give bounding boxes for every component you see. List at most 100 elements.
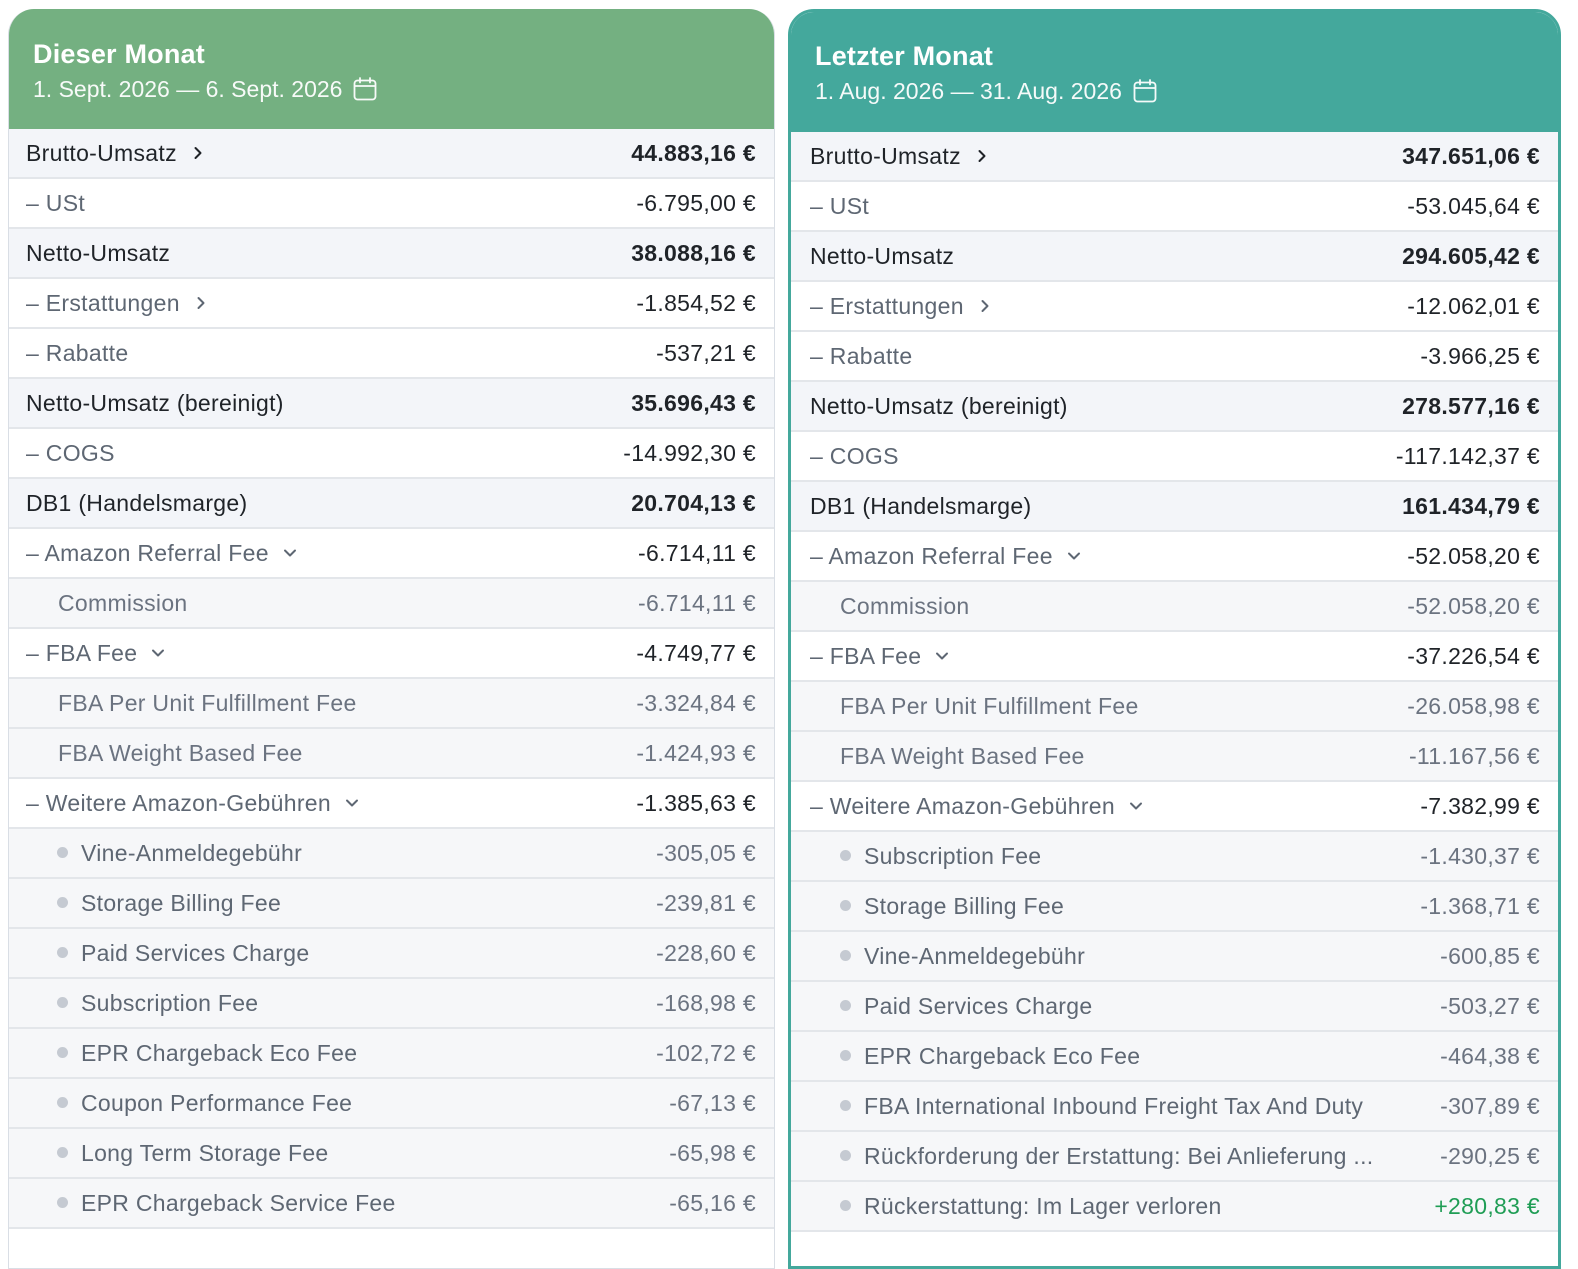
row-value: -6.795,00 € xyxy=(636,189,756,216)
row-value: -307,89 € xyxy=(1440,1092,1540,1119)
row-label: DB1 (Handelsmarge) xyxy=(26,489,248,516)
row-netto-umsatz-bereinigt: Netto-Umsatz (bereinigt) 278.577,16 € xyxy=(791,382,1558,432)
row-label: – USt xyxy=(26,189,86,216)
row-value: -600,85 € xyxy=(1440,942,1540,969)
date-range-text: 1. Aug. 2026 — 31. Aug. 2026 xyxy=(815,78,1122,104)
row-weitere-gebuehren[interactable]: – Weitere Amazon-Gebühren -1.385,63 € xyxy=(9,779,774,829)
list-item: FBA International Inbound Freight Tax An… xyxy=(791,1082,1558,1132)
pnl-table: Brutto-Umsatz 44.883,16 € – USt -6.795,0… xyxy=(9,129,774,1229)
chevron-right-icon[interactable] xyxy=(191,146,205,160)
row-value: 44.883,16 € xyxy=(631,139,756,166)
row-amazon-referral-fee[interactable]: – Amazon Referral Fee -52.058,20 € xyxy=(791,532,1558,582)
bullet-dot xyxy=(57,1146,68,1158)
row-label: Netto-Umsatz xyxy=(810,242,955,269)
row-value: -1.368,71 € xyxy=(1420,892,1540,919)
row-value: -3.966,25 € xyxy=(1420,342,1540,369)
row-value: -1.854,52 € xyxy=(636,289,756,316)
row-label: Netto-Umsatz (bereinigt) xyxy=(810,392,1068,419)
chevron-down-icon[interactable] xyxy=(935,649,949,663)
row-label: Netto-Umsatz xyxy=(26,239,171,266)
row-label: FBA Weight Based Fee xyxy=(840,742,1085,769)
list-item: Vine-Anmeldegebühr -600,85 € xyxy=(791,932,1558,982)
chevron-down-icon[interactable] xyxy=(1067,549,1081,563)
list-item: Long Term Storage Fee -65,98 € xyxy=(9,1129,774,1179)
chevron-right-icon[interactable] xyxy=(978,299,992,313)
row-label: Storage Billing Fee xyxy=(81,889,282,916)
row-weitere-gebuehren[interactable]: – Weitere Amazon-Gebühren -7.382,99 € xyxy=(791,782,1558,832)
row-label: – Weitere Amazon-Gebühren xyxy=(26,789,331,816)
row-value: 278.577,16 € xyxy=(1402,392,1540,419)
card-title: Dieser Monat xyxy=(33,39,205,69)
row-value: -228,60 € xyxy=(656,939,756,966)
chevron-down-icon[interactable] xyxy=(283,546,297,560)
row-value: -102,72 € xyxy=(656,1039,756,1066)
chevron-down-icon[interactable] xyxy=(151,646,165,660)
calendar-icon[interactable] xyxy=(1132,78,1158,104)
row-label: – COGS xyxy=(810,442,899,469)
row-value: -26.058,98 € xyxy=(1407,692,1540,719)
row-label: Paid Services Charge xyxy=(864,992,1093,1019)
row-commission: Commission -52.058,20 € xyxy=(791,582,1558,632)
bullet-dot xyxy=(57,1196,68,1208)
row-brutto-umsatz[interactable]: Brutto-Umsatz 347.651,06 € xyxy=(791,132,1558,182)
row-value: -11.167,56 € xyxy=(1408,742,1540,769)
row-value: -537,21 € xyxy=(656,339,756,366)
list-item: EPR Chargeback Eco Fee -464,38 € xyxy=(791,1032,1558,1082)
row-fba-per-unit: FBA Per Unit Fulfillment Fee -26.058,98 … xyxy=(791,682,1558,732)
list-item: Paid Services Charge -503,27 € xyxy=(791,982,1558,1032)
list-item: Vine-Anmeldegebühr -305,05 € xyxy=(9,829,774,879)
row-value: -1.385,63 € xyxy=(636,789,756,816)
bullet-dot xyxy=(840,999,851,1011)
row-label: FBA Per Unit Fulfillment Fee xyxy=(58,689,357,716)
calendar-icon[interactable] xyxy=(352,76,378,102)
row-label: Rückforderung der Erstattung: Bei Anlief… xyxy=(864,1142,1374,1169)
bullet-dot xyxy=(57,846,68,858)
bullet-dot xyxy=(840,1049,851,1061)
bullet-dot xyxy=(840,1199,851,1211)
row-amazon-referral-fee[interactable]: – Amazon Referral Fee -6.714,11 € xyxy=(9,529,774,579)
row-label: – Rabatte xyxy=(26,339,129,366)
row-label: FBA Weight Based Fee xyxy=(58,739,303,766)
row-label: – Erstattungen xyxy=(810,292,964,319)
date-range[interactable]: 1. Sept. 2026 — 6. Sept. 2026 xyxy=(33,73,750,105)
row-value: -239,81 € xyxy=(656,889,756,916)
row-value: -1.430,37 € xyxy=(1420,842,1540,869)
row-fba-weight: FBA Weight Based Fee -1.424,93 € xyxy=(9,729,774,779)
row-erstattungen[interactable]: – Erstattungen -1.854,52 € xyxy=(9,279,774,329)
row-label: Vine-Anmeldegebühr xyxy=(81,839,303,866)
row-value: -305,05 € xyxy=(656,839,756,866)
chevron-down-icon[interactable] xyxy=(1129,799,1143,813)
row-value: -52.058,20 € xyxy=(1407,592,1540,619)
row-value: 294.605,42 € xyxy=(1402,242,1540,269)
row-value: -1.424,93 € xyxy=(636,739,756,766)
row-erstattungen[interactable]: – Erstattungen -12.062,01 € xyxy=(791,282,1558,332)
chevron-right-icon[interactable] xyxy=(194,296,208,310)
row-value: 161.434,79 € xyxy=(1402,492,1540,519)
row-value: 35.696,43 € xyxy=(631,389,756,416)
bullet-dot xyxy=(57,946,68,958)
row-ust: – USt -6.795,00 € xyxy=(9,179,774,229)
list-item: EPR Chargeback Eco Fee -102,72 € xyxy=(9,1029,774,1079)
row-label: Coupon Performance Fee xyxy=(81,1089,353,1116)
row-label: – Weitere Amazon-Gebühren xyxy=(810,792,1115,819)
row-value: 38.088,16 € xyxy=(631,239,756,266)
list-item: Coupon Performance Fee -67,13 € xyxy=(9,1079,774,1129)
row-label: – FBA Fee xyxy=(26,639,138,666)
chevron-down-icon[interactable] xyxy=(345,796,359,810)
row-rabatte: – Rabatte -537,21 € xyxy=(9,329,774,379)
row-value: -168,98 € xyxy=(656,989,756,1016)
this-month-card: Dieser Monat 1. Sept. 2026 — 6. Sept. 20… xyxy=(8,9,775,1269)
row-fba-fee[interactable]: – FBA Fee -37.226,54 € xyxy=(791,632,1558,682)
row-fba-fee[interactable]: – FBA Fee -4.749,77 € xyxy=(9,629,774,679)
chevron-right-icon[interactable] xyxy=(975,149,989,163)
list-item: Subscription Fee -168,98 € xyxy=(9,979,774,1029)
bullet-dot xyxy=(57,1096,68,1108)
row-label: – COGS xyxy=(26,439,115,466)
row-brutto-umsatz[interactable]: Brutto-Umsatz 44.883,16 € xyxy=(9,129,774,179)
row-fba-weight: FBA Weight Based Fee -11.167,56 € xyxy=(791,732,1558,782)
date-range-text: 1. Sept. 2026 — 6. Sept. 2026 xyxy=(33,76,343,102)
row-label: – Amazon Referral Fee xyxy=(26,539,269,566)
card-header: Dieser Monat 1. Sept. 2026 — 6. Sept. 20… xyxy=(9,9,774,129)
row-value: -4.749,77 € xyxy=(636,639,756,666)
date-range[interactable]: 1. Aug. 2026 — 31. Aug. 2026 xyxy=(815,75,1534,107)
